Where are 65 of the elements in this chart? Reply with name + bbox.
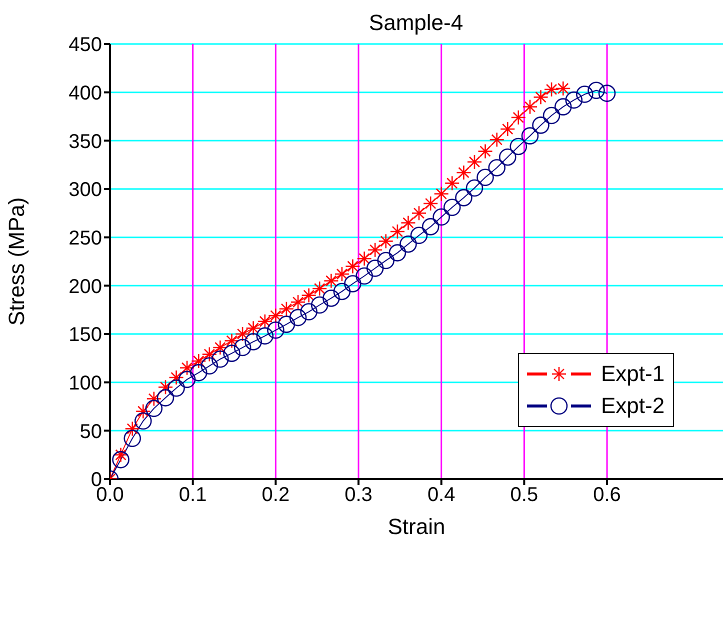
point xyxy=(168,379,185,397)
point xyxy=(344,275,362,292)
point xyxy=(145,400,163,418)
legend-label: Expt-2 xyxy=(601,393,665,419)
point xyxy=(244,333,262,350)
point xyxy=(443,198,461,216)
y-tick-label: 450 xyxy=(68,34,102,56)
x-tick-label: 0.2 xyxy=(262,484,290,506)
point xyxy=(278,316,296,333)
point xyxy=(134,412,152,430)
point xyxy=(156,389,174,406)
point xyxy=(256,327,274,345)
point xyxy=(576,86,594,103)
point xyxy=(223,344,240,362)
y-axis-title: Stress (MPa) xyxy=(4,197,29,326)
point xyxy=(422,218,440,236)
y-tick-label: 250 xyxy=(68,227,102,250)
point xyxy=(432,208,450,226)
y-tick-label: 200 xyxy=(68,276,102,298)
point xyxy=(212,350,229,368)
x-axis-title: Strain xyxy=(388,514,446,539)
point xyxy=(366,260,384,277)
point xyxy=(532,116,550,134)
point xyxy=(200,357,218,375)
x-tick-label: 0.1 xyxy=(178,484,207,506)
point xyxy=(488,159,506,176)
point xyxy=(124,430,142,448)
y-tick-label: 150 xyxy=(68,324,102,346)
point xyxy=(565,91,583,109)
point xyxy=(322,290,340,307)
point xyxy=(178,370,196,388)
point xyxy=(410,226,428,244)
point xyxy=(377,252,394,270)
x-tick-label: 0.4 xyxy=(427,484,456,506)
y-tick-label: 50 xyxy=(80,420,102,443)
point xyxy=(498,148,516,166)
point xyxy=(542,106,560,124)
x-tick-label: 0.3 xyxy=(344,484,372,506)
point xyxy=(112,451,130,468)
point xyxy=(289,308,307,326)
point xyxy=(310,296,328,314)
point xyxy=(554,98,572,116)
x-tick-label: 0.6 xyxy=(593,484,621,506)
point xyxy=(300,303,318,320)
chart-title: Sample-4 xyxy=(368,10,464,36)
y-tick-label: 400 xyxy=(68,82,102,104)
y-tick-label: 300 xyxy=(68,179,102,202)
point xyxy=(388,244,406,262)
y-tick-label: 100 xyxy=(68,372,102,394)
y-tick-label: 350 xyxy=(68,130,102,153)
point xyxy=(333,282,351,300)
point xyxy=(466,179,484,197)
x-tick-label: 0.5 xyxy=(510,484,538,506)
point xyxy=(476,168,494,186)
point xyxy=(510,138,528,156)
point xyxy=(356,267,373,285)
legend-label: Expt-1 xyxy=(601,361,665,387)
point xyxy=(521,127,539,144)
point xyxy=(234,338,252,356)
point xyxy=(267,321,284,339)
point xyxy=(400,235,417,253)
point xyxy=(588,82,605,100)
point xyxy=(190,364,208,382)
point xyxy=(598,84,616,102)
point xyxy=(455,189,472,206)
